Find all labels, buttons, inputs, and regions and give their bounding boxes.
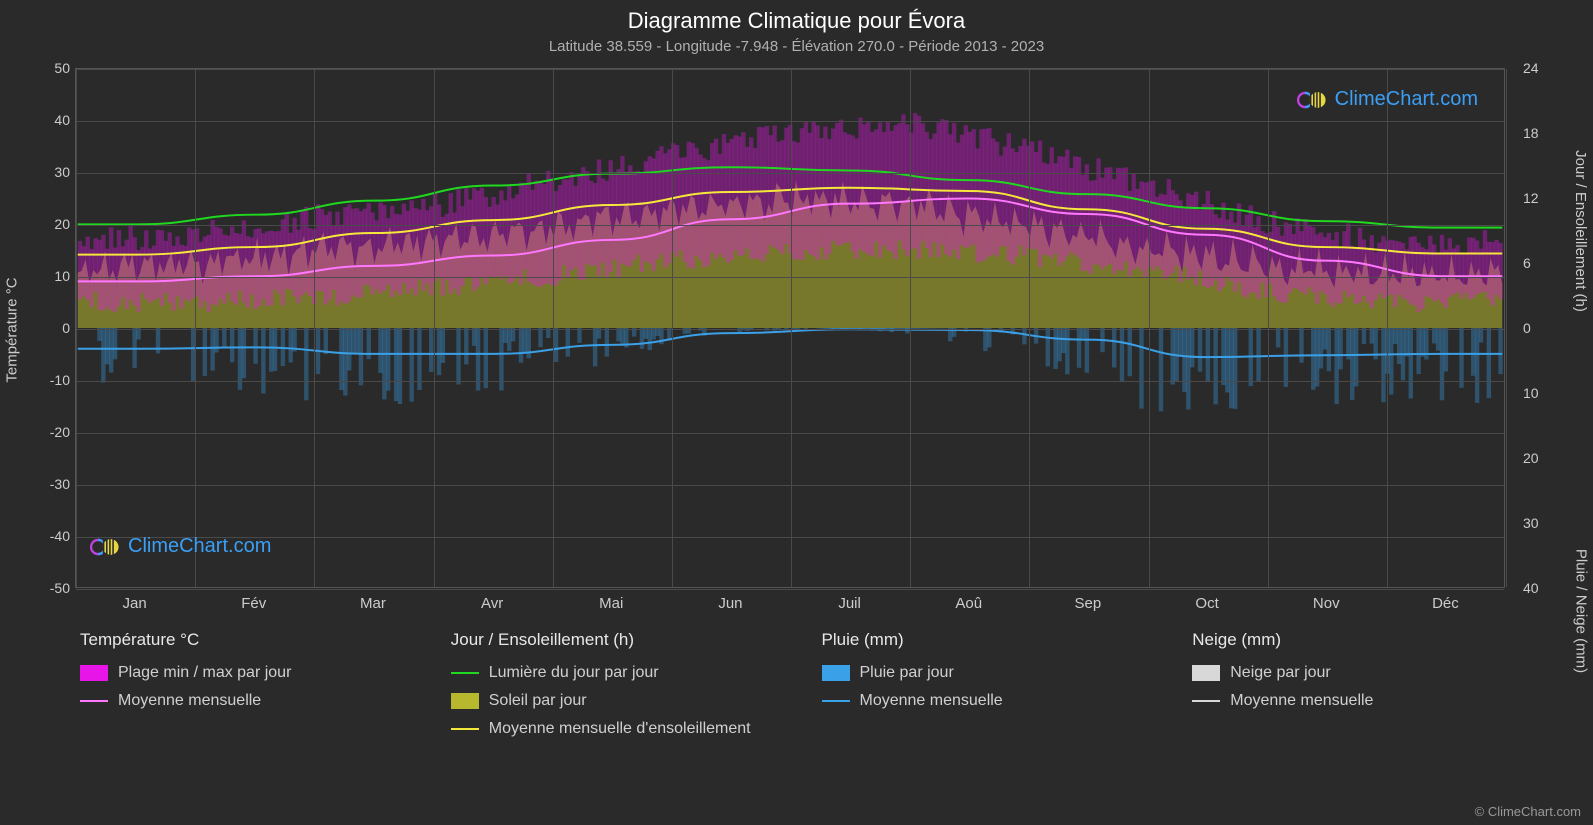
watermark-bottom: ClimeChart.com <box>90 535 271 558</box>
watermark-text: ClimeChart.com <box>128 535 271 558</box>
legend-column: Jour / Ensoleillement (h) Lumière du jour… <box>451 630 812 748</box>
legend-item: Neige par jour <box>1192 664 1553 682</box>
y-left-tick: 30 <box>35 164 70 180</box>
month-label: Juil <box>838 595 861 612</box>
legend-swatch <box>451 728 479 730</box>
month-label: Avr <box>481 595 503 612</box>
y-left-tick: -40 <box>35 528 70 544</box>
y-axis-left-title: Température °C <box>4 277 21 382</box>
legend-label: Moyenne mensuelle <box>1230 692 1373 710</box>
y-right-hours-tick: 24 <box>1523 60 1558 76</box>
legend-label: Moyenne mensuelle d'ensoleillement <box>489 720 751 738</box>
y-right-mm-tick: 30 <box>1523 515 1558 531</box>
month-label: Mai <box>599 595 623 612</box>
legend-column: Température °C Plage min / max par jour Mo… <box>80 630 441 748</box>
legend-item: Moyenne mensuelle <box>1192 692 1553 710</box>
y-left-tick: -50 <box>35 580 70 596</box>
month-label: Jun <box>718 595 742 612</box>
legend-item: Moyenne mensuelle <box>80 692 441 710</box>
title-block: Diagramme Climatique pour Évora Latitude… <box>0 0 1593 55</box>
legend-label: Pluie par jour <box>860 664 954 682</box>
legend-item: Moyenne mensuelle <box>822 692 1183 710</box>
legend-swatch <box>822 700 850 702</box>
y-left-tick: -30 <box>35 476 70 492</box>
chart-title: Diagramme Climatique pour Évora <box>0 8 1593 34</box>
legend-label: Moyenne mensuelle <box>118 692 261 710</box>
plot-area <box>75 68 1505 588</box>
climechart-logo-icon <box>90 536 122 558</box>
legend-swatch <box>822 665 850 681</box>
month-label: Jan <box>122 595 146 612</box>
legend-item: Pluie par jour <box>822 664 1183 682</box>
y-left-tick: 50 <box>35 60 70 76</box>
y-right-hours-tick: 18 <box>1523 125 1558 141</box>
chart-subtitle: Latitude 38.559 - Longitude -7.948 - Élé… <box>0 38 1593 55</box>
chart-legend: Température °C Plage min / max par jour Mo… <box>80 630 1553 748</box>
chart-svg <box>76 69 1504 587</box>
legend-label: Lumière du jour par jour <box>489 664 659 682</box>
climechart-logo-icon <box>1297 89 1329 111</box>
legend-swatch <box>451 672 479 674</box>
legend-swatch <box>80 665 108 681</box>
legend-swatch <box>451 693 479 709</box>
legend-label: Soleil par jour <box>489 692 587 710</box>
legend-item: Plage min / max par jour <box>80 664 441 682</box>
y-right-mm-tick: 10 <box>1523 385 1558 401</box>
y-left-tick: 40 <box>35 112 70 128</box>
legend-swatch <box>80 700 108 702</box>
legend-label: Plage min / max par jour <box>118 664 291 682</box>
legend-header: Pluie (mm) <box>822 630 1183 650</box>
legend-column: Pluie (mm) Pluie par jour Moyenne mensuell… <box>822 630 1183 748</box>
month-label: Oct <box>1195 595 1218 612</box>
copyright-text: © ClimeChart.com <box>1475 804 1581 819</box>
y-axis-right-bottom-title: Pluie / Neige (mm) <box>1573 548 1590 672</box>
watermark-text: ClimeChart.com <box>1335 88 1478 111</box>
month-label: Aoû <box>955 595 982 612</box>
legend-header: Jour / Ensoleillement (h) <box>451 630 812 650</box>
y-right-hours-tick: 6 <box>1523 255 1558 271</box>
legend-header: Température °C <box>80 630 441 650</box>
y-left-tick: -10 <box>35 372 70 388</box>
y-left-tick: 0 <box>35 320 70 336</box>
y-right-hours-tick: 0 <box>1523 320 1558 336</box>
y-right-hours-tick: 12 <box>1523 190 1558 206</box>
y-right-mm-tick: 40 <box>1523 580 1558 596</box>
month-label: Nov <box>1313 595 1340 612</box>
legend-column: Neige (mm) Neige par jour Moyenne mensuell… <box>1192 630 1553 748</box>
legend-label: Moyenne mensuelle <box>860 692 1003 710</box>
legend-item: Moyenne mensuelle d'ensoleillement <box>451 720 812 738</box>
legend-header: Neige (mm) <box>1192 630 1553 650</box>
month-label: Mar <box>360 595 386 612</box>
watermark-top: ClimeChart.com <box>1297 88 1478 111</box>
legend-item: Lumière du jour par jour <box>451 664 812 682</box>
month-label: Déc <box>1432 595 1459 612</box>
y-left-tick: -20 <box>35 424 70 440</box>
y-left-tick: 20 <box>35 216 70 232</box>
climate-chart: Diagramme Climatique pour Évora Latitude… <box>0 0 1593 825</box>
month-label: Sep <box>1075 595 1102 612</box>
y-axis-right-top-title: Jour / Ensoleillement (h) <box>1573 150 1590 312</box>
month-label: Fév <box>241 595 266 612</box>
legend-swatch <box>1192 700 1220 702</box>
legend-swatch <box>1192 665 1220 681</box>
legend-label: Neige par jour <box>1230 664 1331 682</box>
legend-item: Soleil par jour <box>451 692 812 710</box>
y-left-tick: 10 <box>35 268 70 284</box>
y-right-mm-tick: 20 <box>1523 450 1558 466</box>
